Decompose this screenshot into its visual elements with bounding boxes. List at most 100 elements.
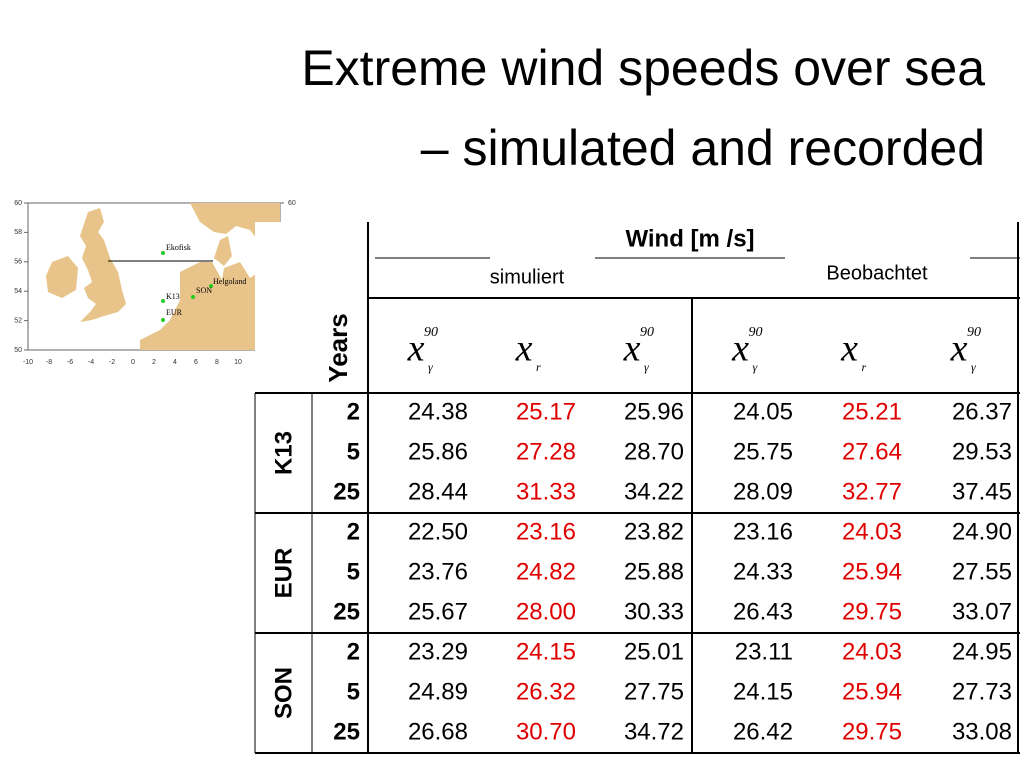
column-sup: 90 <box>749 325 763 340</box>
group-header: Beobachtet <box>826 262 928 284</box>
map-tick-label: 56 <box>14 259 22 266</box>
value-cell: 33.08 <box>952 718 1012 745</box>
value-cell: 33.07 <box>952 598 1012 625</box>
column-sup: 90 <box>967 325 981 340</box>
value-cell: 25.94 <box>842 678 902 705</box>
column-sub: γ <box>428 360 433 374</box>
group-label: SON <box>270 667 297 719</box>
value-cell: 28.00 <box>516 598 576 625</box>
value-cell: 27.73 <box>952 678 1012 705</box>
place-dot <box>161 299 165 303</box>
column-symbol: x <box>515 328 533 370</box>
table-bg <box>255 222 1024 753</box>
map-tick-label: 58 <box>14 229 22 236</box>
value-cell: 26.68 <box>408 718 468 745</box>
column-symbol: x <box>623 328 641 370</box>
map-tick-label: -4 <box>88 359 94 366</box>
value-cell: 24.38 <box>408 398 468 425</box>
years-cell: 25 <box>333 478 360 505</box>
value-cell: 25.88 <box>624 558 684 585</box>
wind-header: Wind [m /s] <box>625 225 754 252</box>
title-line: – simulated and recorded <box>421 120 985 176</box>
value-cell: 28.70 <box>624 438 684 465</box>
map-tick-label: -10 <box>23 359 33 366</box>
map-tick-label: 4 <box>173 359 177 366</box>
value-cell: 25.01 <box>624 638 684 665</box>
column-sub: γ <box>644 360 649 374</box>
value-cell: 22.50 <box>408 518 468 545</box>
value-cell: 27.64 <box>842 438 902 465</box>
value-cell: 28.44 <box>408 478 468 505</box>
value-cell: 24.15 <box>733 678 793 705</box>
value-cell: 24.89 <box>408 678 468 705</box>
group-label: K13 <box>270 431 297 475</box>
value-cell: 34.72 <box>624 718 684 745</box>
column-sup: 90 <box>640 325 654 340</box>
place-dot <box>191 295 195 299</box>
value-cell: 23.76 <box>408 558 468 585</box>
value-cell: 23.29 <box>408 638 468 665</box>
value-cell: 25.17 <box>516 398 576 425</box>
map-tick-label: 0 <box>131 359 135 366</box>
value-cell: 37.45 <box>952 478 1012 505</box>
value-cell: 23.82 <box>624 518 684 545</box>
years-header: Years <box>323 313 353 382</box>
place-dot <box>161 251 165 255</box>
value-cell: 32.77 <box>842 478 902 505</box>
years-cell: 2 <box>347 398 360 425</box>
value-cell: 25.96 <box>624 398 684 425</box>
years-cell: 5 <box>347 438 360 465</box>
group-header: simuliert <box>490 266 565 288</box>
value-cell: 25.67 <box>408 598 468 625</box>
land <box>46 256 78 298</box>
place-label: K13 <box>166 292 180 301</box>
value-cell: 27.55 <box>952 558 1012 585</box>
value-cell: 26.37 <box>952 398 1012 425</box>
value-cell: 25.94 <box>842 558 902 585</box>
years-cell: 5 <box>347 558 360 585</box>
value-cell: 24.15 <box>516 638 576 665</box>
value-cell: 26.32 <box>516 678 576 705</box>
value-cell: 30.33 <box>624 598 684 625</box>
value-cell: 24.03 <box>842 638 902 665</box>
value-cell: 28.09 <box>733 478 793 505</box>
place-dot <box>209 284 213 288</box>
years-cell: 25 <box>333 718 360 745</box>
place-label: EUR <box>166 308 183 317</box>
value-cell: 25.75 <box>733 438 793 465</box>
value-cell: 29.53 <box>952 438 1012 465</box>
map-tick-label: -6 <box>67 359 73 366</box>
value-cell: 24.95 <box>952 638 1012 665</box>
value-cell: 26.42 <box>733 718 793 745</box>
value-cell: 31.33 <box>516 478 576 505</box>
column-sub: r <box>862 360 867 374</box>
map-tick-label: 60 <box>14 200 22 207</box>
column-symbol: x <box>407 328 425 370</box>
map-tick-label: 54 <box>14 288 22 295</box>
map-tick-label: -2 <box>109 359 115 366</box>
value-cell: 29.75 <box>842 718 902 745</box>
value-cell: 26.43 <box>733 598 793 625</box>
years-cell: 5 <box>347 678 360 705</box>
place-label: SON <box>196 286 212 295</box>
years-cell: 2 <box>347 518 360 545</box>
column-sub: γ <box>753 360 758 374</box>
value-cell: 34.22 <box>624 478 684 505</box>
map-tick-label: -8 <box>46 359 52 366</box>
value-cell: 23.16 <box>516 518 576 545</box>
value-cell: 24.90 <box>952 518 1012 545</box>
map-tick-label: 10 <box>234 359 242 366</box>
column-sub: γ <box>971 360 976 374</box>
column-symbol: x <box>950 328 968 370</box>
land <box>214 236 232 266</box>
map-tick-label: 50 <box>14 347 22 354</box>
value-cell: 27.75 <box>624 678 684 705</box>
map-tick-label: 6 <box>194 359 198 366</box>
title-line: Extreme wind speeds over sea <box>301 40 985 96</box>
column-sup: 90 <box>424 325 438 340</box>
value-cell: 29.75 <box>842 598 902 625</box>
column-sub: r <box>536 360 541 374</box>
map-tick-label: 2 <box>152 359 156 366</box>
map-tick-label: 8 <box>215 359 219 366</box>
